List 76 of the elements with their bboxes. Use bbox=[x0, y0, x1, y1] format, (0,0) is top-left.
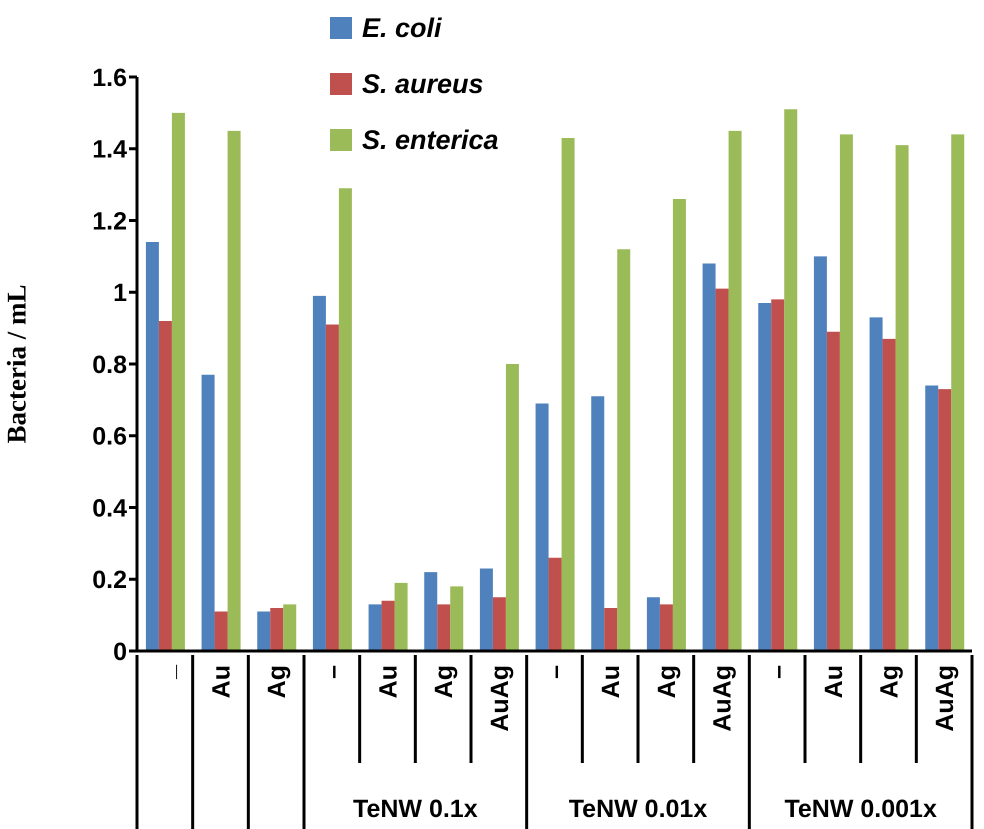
bar bbox=[228, 130, 241, 651]
text: TeNW 0.001x bbox=[784, 795, 937, 823]
y-tick-label: 1.2 bbox=[92, 207, 127, 236]
x-tick-label: _ bbox=[152, 664, 180, 680]
bar bbox=[548, 558, 562, 651]
bar bbox=[368, 604, 382, 651]
bar bbox=[702, 264, 716, 651]
bar bbox=[660, 604, 673, 651]
bar bbox=[172, 112, 185, 651]
y-tick-label: 0.2 bbox=[92, 566, 127, 594]
bar bbox=[562, 138, 575, 651]
x-tick-label: Ag bbox=[876, 665, 904, 698]
bar bbox=[492, 597, 506, 651]
x-tick-label: Ag bbox=[430, 665, 458, 698]
bar bbox=[896, 145, 909, 651]
bar bbox=[506, 364, 519, 651]
bar bbox=[771, 299, 784, 651]
y-tick-label: 0 bbox=[113, 638, 127, 666]
x-tick-label: Au bbox=[597, 665, 626, 698]
bar bbox=[617, 249, 630, 651]
bar bbox=[604, 608, 618, 651]
x-tick-label: Ag bbox=[263, 665, 292, 698]
bar bbox=[158, 320, 172, 651]
bar bbox=[202, 374, 215, 651]
bar bbox=[437, 604, 450, 651]
bar bbox=[536, 403, 549, 651]
bar bbox=[591, 396, 604, 651]
bar bbox=[728, 130, 742, 651]
x-tick-label: Au bbox=[820, 665, 848, 698]
x-tick-label: AuAg bbox=[486, 665, 514, 732]
bar bbox=[270, 608, 284, 651]
x-tick-label: AuAg bbox=[708, 665, 736, 732]
bar bbox=[951, 134, 964, 651]
legend-label: S. enterica bbox=[362, 124, 499, 156]
bar bbox=[283, 604, 296, 651]
x-tick-label: Au bbox=[208, 665, 236, 698]
bar bbox=[146, 242, 159, 651]
bar bbox=[646, 597, 660, 651]
bar bbox=[870, 317, 883, 651]
x-tick-label: – bbox=[764, 664, 792, 679]
y-tick-label: 0.4 bbox=[92, 494, 128, 522]
bar bbox=[450, 586, 464, 651]
text: TeNW 0.1x bbox=[353, 795, 478, 823]
bar bbox=[925, 386, 938, 651]
bar bbox=[424, 572, 438, 651]
y-tick-label: 1.6 bbox=[92, 64, 127, 92]
x-tick-label: AuAg bbox=[931, 665, 960, 732]
bar bbox=[784, 109, 798, 651]
bar bbox=[840, 134, 853, 651]
bar bbox=[382, 600, 395, 651]
y-tick-label: 1.4 bbox=[92, 136, 128, 164]
text: TeNW 0.01x bbox=[568, 795, 708, 823]
x-tick-label: – bbox=[318, 664, 347, 679]
bar bbox=[758, 303, 772, 651]
legend-label: S. aureus bbox=[362, 68, 484, 100]
bar bbox=[938, 389, 952, 651]
bar bbox=[214, 612, 228, 651]
y-axis-title: Bacteria / mL bbox=[2, 284, 32, 444]
x-tick-label: – bbox=[542, 664, 570, 679]
x-tick-label: Au bbox=[374, 665, 402, 698]
bar bbox=[716, 288, 729, 651]
bar bbox=[326, 324, 339, 651]
y-tick-label: 0.8 bbox=[92, 350, 128, 379]
bar bbox=[312, 296, 326, 651]
bar bbox=[882, 338, 896, 651]
bar bbox=[394, 582, 408, 651]
y-tick-label: 0.6 bbox=[92, 422, 127, 451]
x-tick-label: Ag bbox=[652, 665, 681, 698]
bar bbox=[480, 568, 493, 651]
bar bbox=[338, 188, 352, 651]
bar bbox=[672, 198, 686, 651]
legend-label: E. coli bbox=[362, 12, 442, 44]
bar bbox=[814, 256, 827, 651]
bar bbox=[826, 332, 840, 651]
y-tick-label: 1 bbox=[113, 279, 128, 308]
bar bbox=[257, 612, 270, 651]
